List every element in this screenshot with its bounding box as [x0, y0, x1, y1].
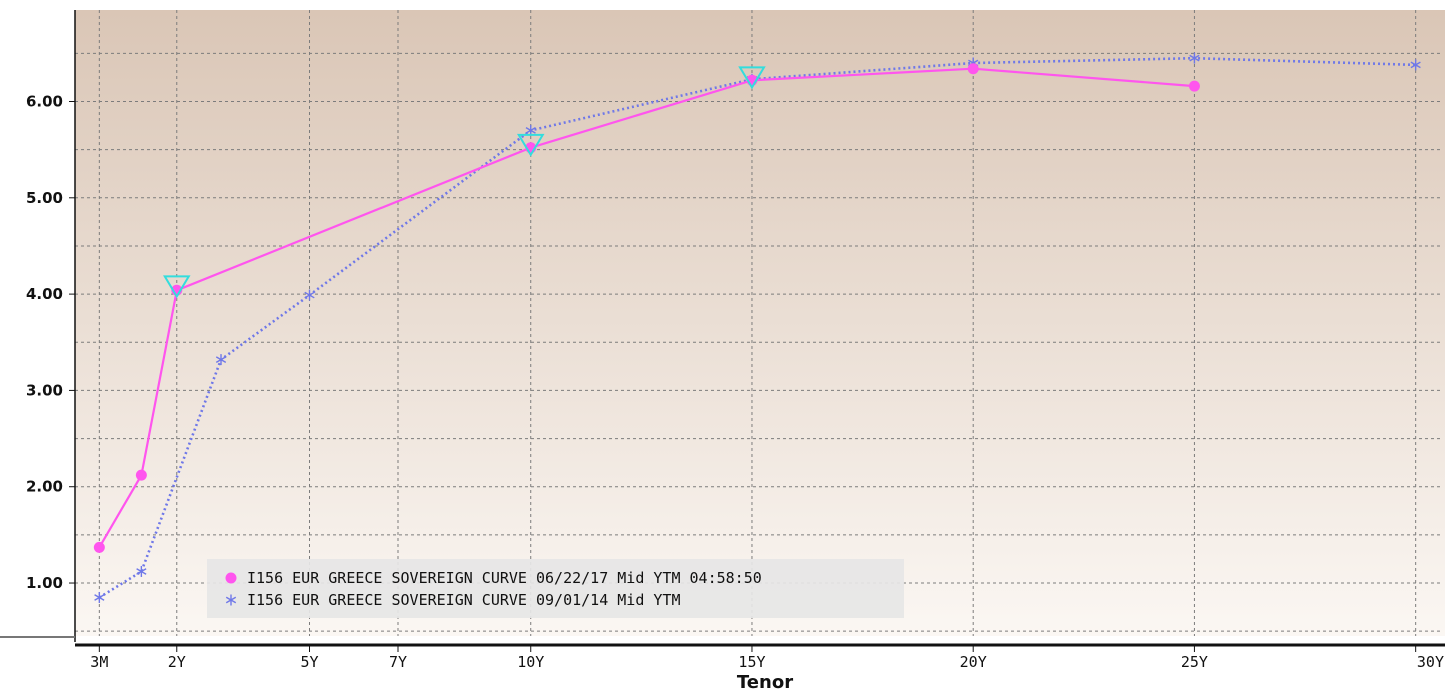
- y-tick-label: 6.00: [26, 92, 63, 110]
- x-tick-label: 2Y: [168, 653, 186, 671]
- x-tick-label: 3M: [90, 653, 108, 671]
- data-point-asterisk: [1410, 59, 1421, 71]
- asterisk-stroke: [1410, 61, 1421, 69]
- annotation-layer: [163, 66, 766, 299]
- x-tick-label: 30Y: [1417, 653, 1444, 671]
- x-tick-label: 7Y: [389, 653, 407, 671]
- x-tick-label: 15Y: [738, 653, 765, 671]
- x-tick-label: 20Y: [960, 653, 987, 671]
- x-tick-label: 25Y: [1181, 653, 1208, 671]
- x-tick-label: 5Y: [300, 653, 318, 671]
- data-point-asterisk: [215, 354, 227, 366]
- x-tick-labels: 3M 2Y 5Y 7Y 10Y 15Y 20Y 25Y 30Y: [90, 653, 1444, 671]
- legend-box: [207, 559, 904, 618]
- triangle-marker: [738, 66, 766, 90]
- y-tick-labels: 1.00 2.00 3.00 4.00 5.00 6.00: [26, 92, 63, 592]
- data-point-asterisk: [304, 289, 315, 301]
- axis-layer: [0, 10, 1445, 652]
- legend-entry-label: I156 EUR GREECE SOVEREIGN CURVE 06/22/17…: [247, 569, 762, 587]
- data-point-circle: [1188, 80, 1200, 92]
- asterisk-stroke: [304, 291, 315, 299]
- triangle-marker: [163, 275, 191, 299]
- asterisk-stroke: [215, 356, 227, 363]
- y-tick-label: 3.00: [26, 381, 63, 399]
- legend: I156 EUR GREECE SOVEREIGN CURVE 06/22/17…: [207, 559, 904, 618]
- asterisk-stroke: [225, 596, 237, 604]
- asterisk-stroke: [136, 568, 147, 575]
- legend-marker-circle: [225, 572, 237, 584]
- y-tick-label: 2.00: [26, 478, 63, 496]
- asterisk-stroke: [1189, 54, 1200, 62]
- y-tick-label: 4.00: [26, 285, 63, 303]
- data-point-asterisk: [136, 565, 147, 577]
- grid-layer: [75, 10, 1440, 636]
- y-tick-label: 5.00: [26, 189, 63, 207]
- data-point-asterisk: [225, 594, 237, 606]
- y-tick-label: 1.00: [26, 574, 63, 592]
- x-axis-title: Tenor: [737, 672, 793, 692]
- data-point-asterisk: [1189, 52, 1200, 64]
- x-tick-label: 10Y: [517, 653, 544, 671]
- plot-background: [75, 10, 1445, 636]
- triangle-marker: [516, 133, 545, 157]
- asterisk-stroke: [525, 127, 536, 134]
- data-point-circle: [135, 469, 147, 481]
- asterisk-stroke: [94, 594, 105, 601]
- legend-entry-label: I156 EUR GREECE SOVEREIGN CURVE 09/01/14…: [247, 591, 680, 609]
- data-point-circle: [967, 63, 979, 75]
- data-point-circle: [93, 541, 105, 553]
- data-point-asterisk: [94, 591, 105, 603]
